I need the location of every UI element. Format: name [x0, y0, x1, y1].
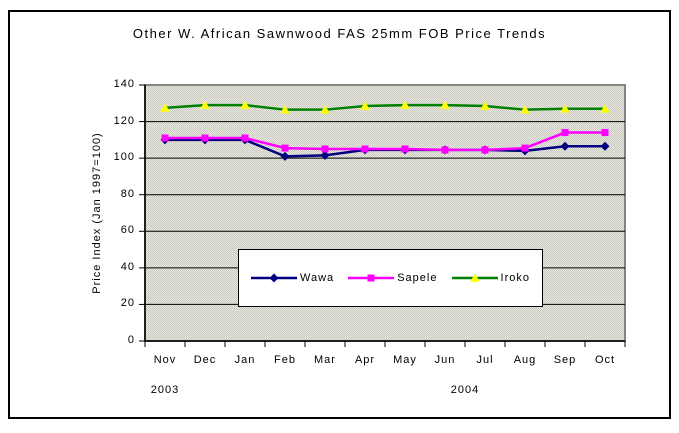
legend-item-wawa: Wawa	[251, 272, 334, 284]
chart-title: Other W. African Sawnwood FAS 25mm FOB P…	[132, 26, 547, 41]
data-point-marker	[601, 129, 609, 137]
y-tick-label: 120	[113, 114, 135, 127]
legend-swatch-sapele	[348, 274, 395, 282]
x-tick-label: Jul	[476, 354, 494, 366]
legend-label: Wawa	[300, 272, 335, 284]
data-point-marker	[240, 100, 250, 109]
data-point-marker	[400, 100, 410, 109]
data-point-marker	[560, 104, 570, 113]
legend-item-iroko: Iroko	[451, 272, 530, 284]
y-tick-label: 60	[120, 224, 135, 237]
legend-label: Sapele	[397, 272, 438, 284]
data-point-marker	[321, 145, 329, 153]
data-point-marker	[241, 134, 249, 142]
data-point-marker	[320, 105, 330, 114]
legend-item-sapele: Sapele	[348, 272, 437, 284]
year-label: 2004	[450, 384, 480, 396]
x-tick-label: Jun	[434, 354, 456, 366]
data-point-marker	[280, 105, 290, 114]
data-point-marker	[600, 141, 610, 151]
data-point-marker	[361, 145, 369, 153]
x-tick-label: Nov	[153, 354, 177, 366]
x-tick-label: Dec	[193, 354, 217, 366]
y-tick-label: 100	[113, 151, 135, 164]
sapele-series	[161, 129, 609, 154]
data-point-marker	[360, 101, 370, 110]
y-tick-label: 80	[120, 187, 135, 200]
data-point-marker	[561, 129, 569, 137]
year-label: 2003	[150, 384, 180, 396]
data-point-marker	[440, 100, 450, 109]
data-point-marker	[200, 100, 210, 109]
data-point-marker	[401, 145, 409, 153]
data-point-marker	[521, 144, 529, 152]
data-point-marker	[367, 274, 375, 282]
data-point-marker	[160, 103, 170, 112]
x-tick-label: Feb	[274, 354, 296, 366]
data-point-marker	[600, 104, 610, 113]
x-tick-label: Mar	[314, 354, 336, 366]
y-tick-label: 40	[120, 260, 135, 273]
x-tick-label: Sep	[553, 354, 577, 366]
data-point-marker	[280, 151, 290, 161]
x-tick-label: Oct	[594, 354, 616, 366]
x-tick-label: Apr	[354, 354, 376, 366]
data-point-marker	[481, 146, 489, 154]
legend-swatch-wawa	[251, 273, 297, 283]
sapele-series-line	[165, 131, 605, 152]
legend-label: Iroko	[500, 272, 530, 284]
iroko-series-line	[164, 103, 605, 111]
x-tick-label: Aug	[513, 354, 537, 366]
y-tick-label: 0	[127, 334, 135, 346]
y-tick-label: 20	[120, 297, 135, 310]
legend-swatch-iroko	[451, 273, 498, 282]
data-point-marker	[520, 105, 530, 114]
data-point-marker	[161, 134, 169, 142]
data-point-marker	[441, 146, 449, 154]
data-point-marker	[281, 144, 289, 152]
x-tick-label: Jan	[234, 354, 256, 366]
data-point-marker	[480, 101, 490, 110]
y-tick-label: 140	[113, 78, 135, 90]
data-point-marker	[560, 141, 570, 151]
data-point-marker	[269, 273, 279, 283]
x-tick-label: May	[393, 354, 417, 366]
legend: Wawa Sapele Iroko	[238, 249, 543, 307]
data-point-marker	[469, 273, 480, 282]
data-point-marker	[320, 150, 330, 160]
iroko-series	[160, 100, 610, 114]
data-point-marker	[201, 134, 209, 142]
